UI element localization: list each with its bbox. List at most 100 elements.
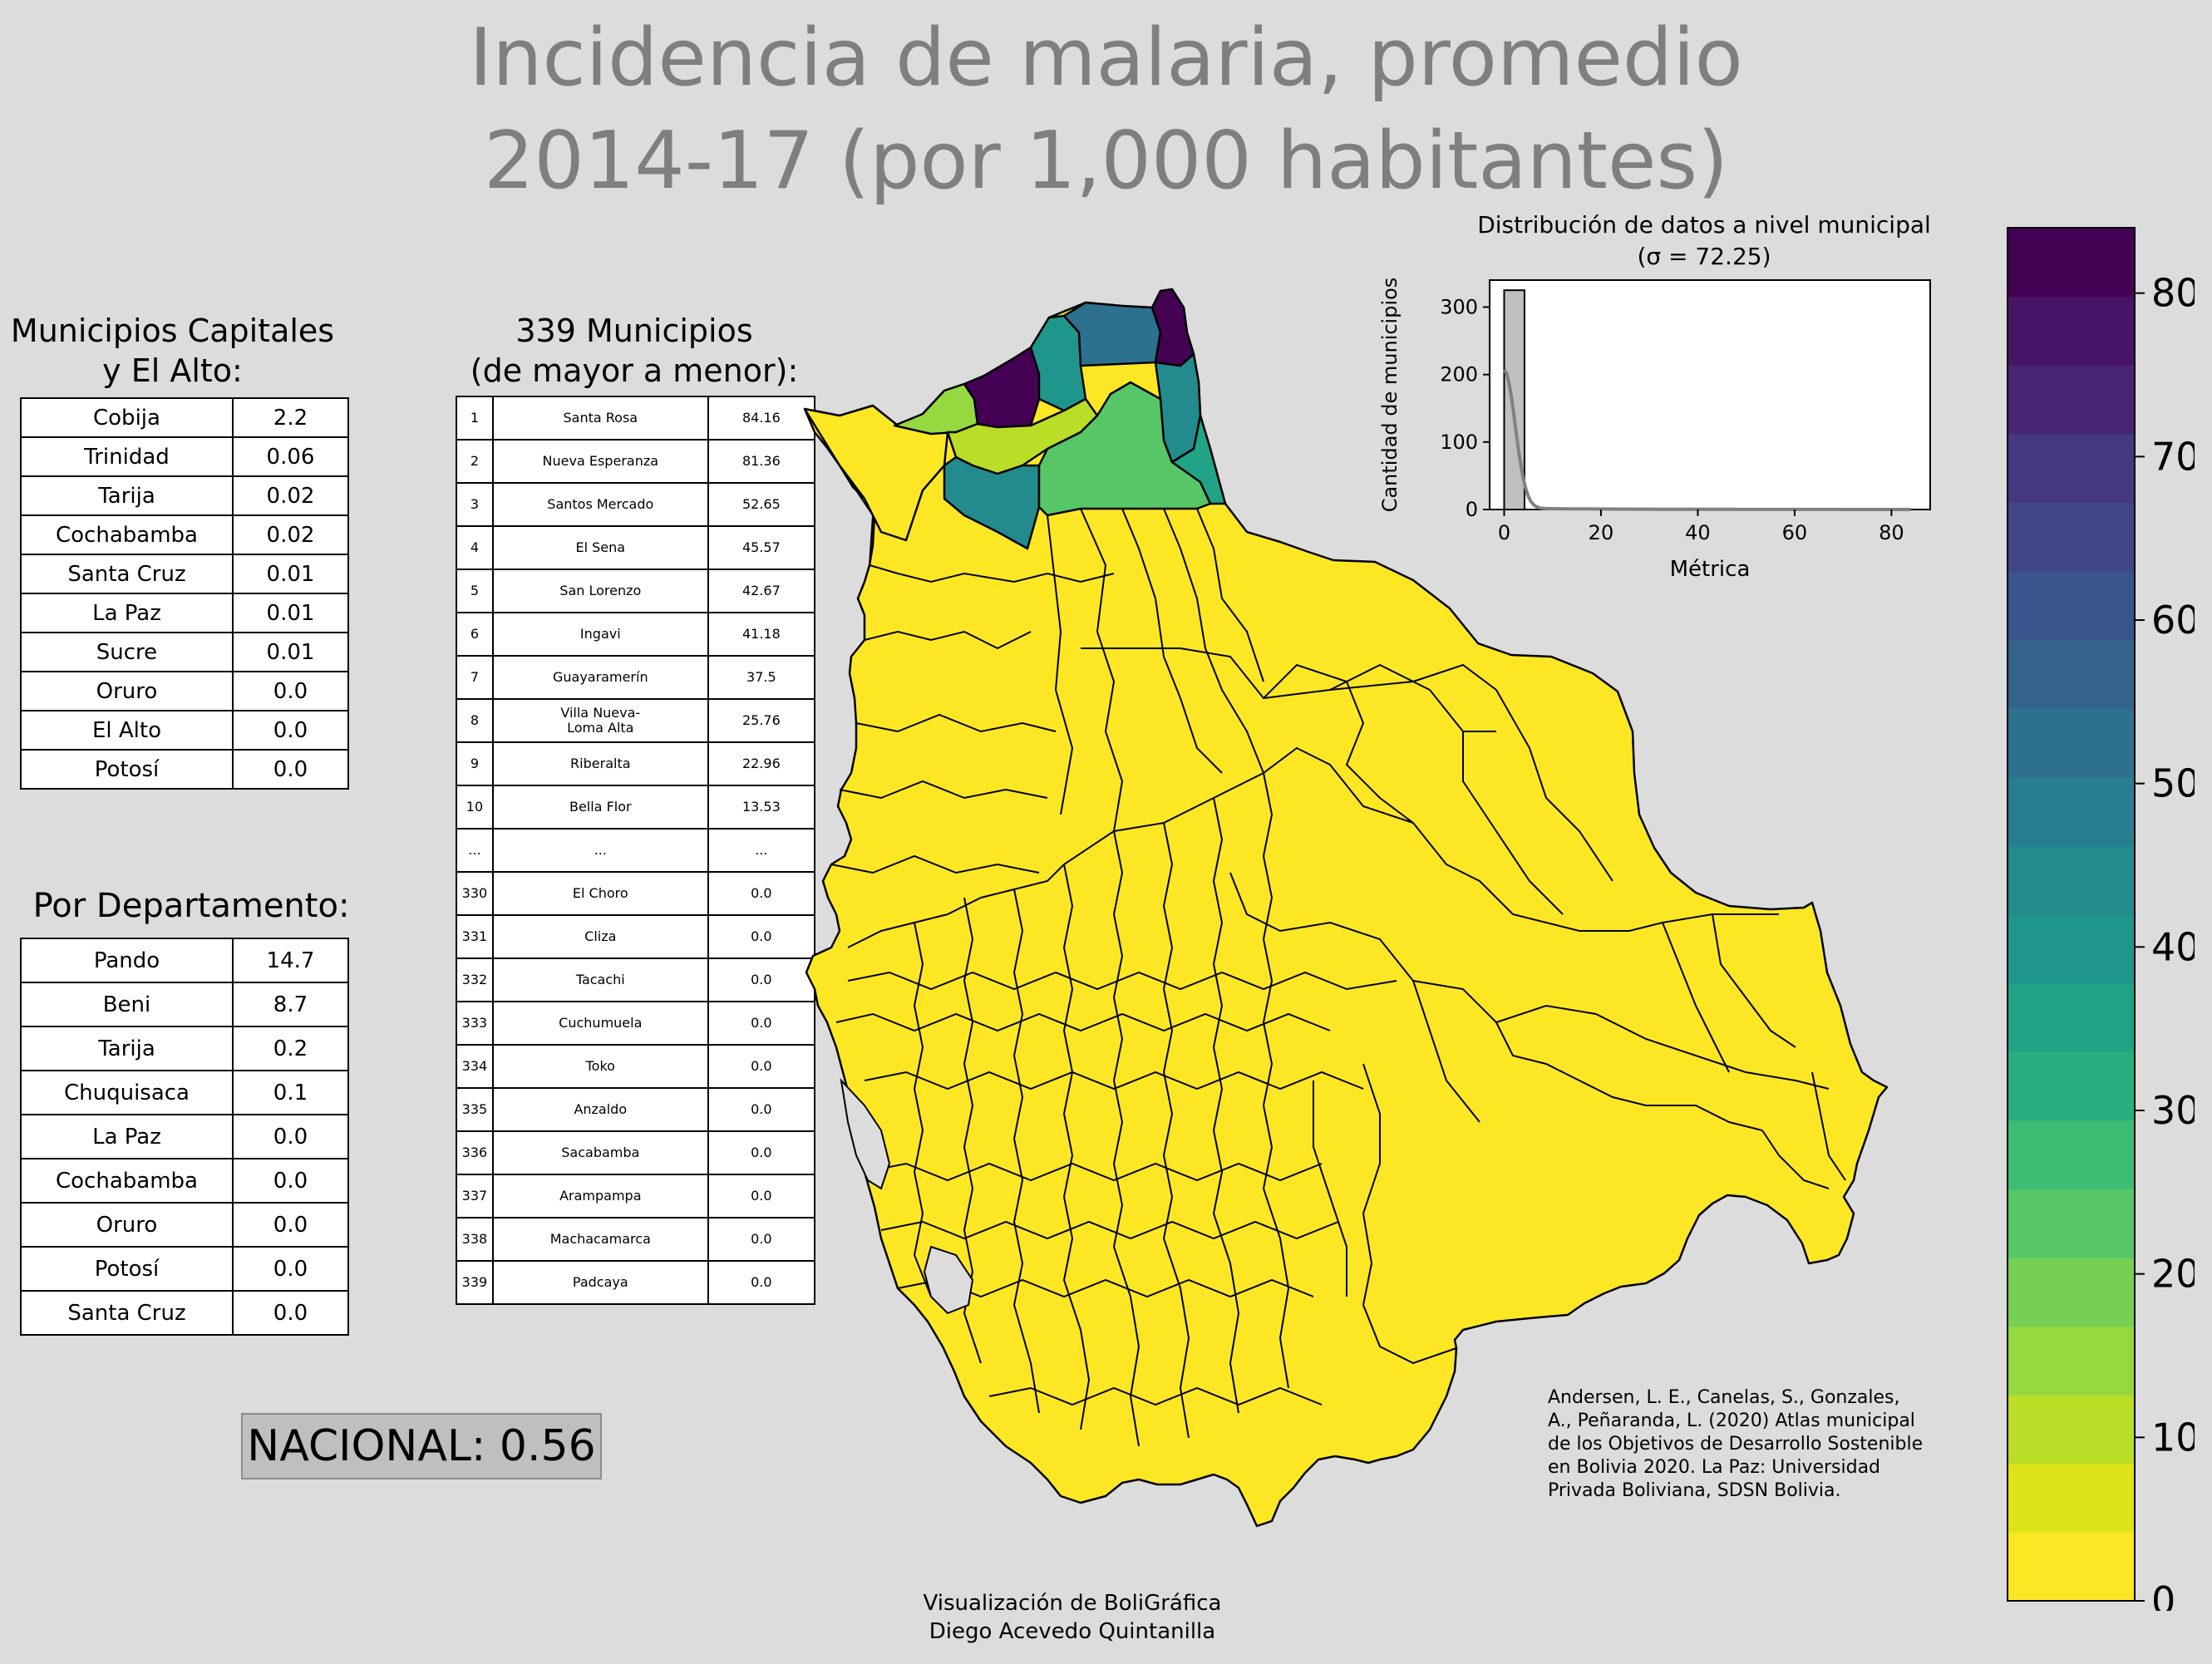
municipios-row-value: 41.18 (707, 612, 816, 657)
colorbar-tick-label: 10 (2151, 1415, 2195, 1460)
capitales-heading-line-2: y El Alto: (102, 352, 243, 389)
municipios-row-name: Riberalta (491, 741, 709, 786)
municipios-row-rank: 332 (456, 958, 494, 1002)
municipios-row-name: Sacabamba (491, 1130, 709, 1175)
municipios-row-rank: 6 (456, 612, 494, 657)
municipios-row-value: 52.65 (707, 482, 816, 527)
capitales-row-value: 0.01 (231, 554, 350, 594)
municipios-row-value: 37.5 (707, 655, 816, 700)
municipios-row: 332 Tacachi 0.0 (456, 958, 816, 1002)
credit-line-1: Visualización de BoliGráfica (923, 1591, 1222, 1616)
histogram-y-tick-label: 0 (1466, 498, 1478, 521)
departamentos-row-name: Pando (20, 938, 234, 983)
histogram-plot-area (1489, 279, 1931, 510)
capitales-row-name: La Paz (20, 593, 234, 633)
municipios-row-name: El Sena (491, 525, 709, 570)
histogram-y-ticks: 0 100 200 300 (1440, 295, 1490, 521)
municipios-row-value: 0.0 (707, 1044, 816, 1089)
municipios-row-value: 0.0 (707, 958, 816, 1002)
capitales-row: Cochabamba 0.02 (20, 514, 350, 555)
title-line-2: 2014-17 (por 1,000 habitantes) (483, 116, 1729, 207)
capitales-row-value: 0.0 (231, 671, 350, 711)
municipios-row-rank: 334 (456, 1044, 494, 1089)
municipios-row-rank: ... (456, 828, 494, 873)
departamentos-row-name: Tarija (20, 1026, 234, 1071)
histogram-x-tick-label: 20 (1589, 521, 1614, 544)
departamentos-row-value: 8.7 (231, 982, 350, 1027)
colorbar-frame (2007, 227, 2136, 1602)
municipios-heading: 339 Municipios (de mayor a menor): (456, 311, 813, 391)
departamentos-row-name: Oruro (20, 1202, 234, 1248)
municipios-row-rank: 338 (456, 1217, 494, 1262)
colorbar-tick-label: 50 (2151, 761, 2195, 806)
municipios-row: 333 Cuchumuela 0.0 (456, 1001, 816, 1046)
departamentos-table: Pando 14.7 Beni 8.7 Tarija 0.2 Chuquisaca 0.1 La… (20, 938, 350, 1336)
municipios-row-rank: 10 (456, 785, 494, 830)
departamentos-row-name: Chuquisaca (20, 1070, 234, 1115)
map-northern-municipios (803, 288, 1227, 550)
departamentos-row: Pando 14.7 (20, 938, 350, 983)
municipios-row: 9 Riberalta 22.96 (456, 741, 816, 786)
capitales-row-name: Cochabamba (20, 514, 234, 555)
municipios-row-rank: 8 (456, 698, 494, 743)
colorbar-tick-label: 80 (2151, 271, 2195, 316)
capitales-row-value: 2.2 (231, 397, 350, 438)
municipios-row-name: ... (491, 828, 709, 873)
histogram-xlabel: Métrica (1670, 557, 1751, 582)
municipios-row-rank: 336 (456, 1130, 494, 1175)
municipios-row-rank: 4 (456, 525, 494, 570)
municipios-row-value: 22.96 (707, 741, 816, 786)
municipios-row: 330 El Choro 0.0 (456, 871, 816, 916)
municipios-row-rank: 331 (456, 914, 494, 959)
lake-poopo (923, 1245, 974, 1315)
municipios-row-rank: 337 (456, 1174, 494, 1218)
colorbar-band (2008, 1120, 2135, 1189)
capitales-row-name: Tarija (20, 475, 234, 516)
municipios-row-value: 81.36 (707, 439, 816, 484)
municipios-row-value: 25.76 (707, 698, 816, 743)
histogram-x-tick-label: 60 (1782, 521, 1808, 544)
capitales-row-name: Sucre (20, 632, 234, 672)
histogram-title-line-2: (σ = 72.25) (1637, 243, 1771, 270)
municipios-row-name: Bella Flor (491, 785, 709, 830)
departamentos-row-value: 0.0 (231, 1158, 350, 1204)
municipios-row-value: 0.0 (707, 1087, 816, 1132)
colorbar-bands (2008, 228, 2135, 1602)
municipios-heading-line-1: 339 Municipios (515, 313, 753, 349)
colorbar-band (2008, 1258, 2135, 1327)
municipios-row: 6 Ingavi 41.18 (456, 612, 816, 657)
municipios-row-name: Tacachi (491, 958, 709, 1002)
colorbar-band (2008, 845, 2135, 915)
colorbar-band (2008, 982, 2135, 1052)
map-interior-boundaries (830, 465, 1846, 1447)
map-region-nueva-esperanza (1150, 288, 1195, 367)
histogram-x-tick-label: 40 (1685, 521, 1711, 544)
capitales-row-name: Oruro (20, 671, 234, 711)
departamentos-row-value: 0.2 (231, 1026, 350, 1071)
map-country-outline (803, 288, 1889, 1528)
colorbar-band (2008, 571, 2135, 641)
colorbar-band (2008, 1051, 2135, 1121)
municipios-row-rank: 330 (456, 871, 494, 916)
colorbar-band (2008, 1532, 2135, 1602)
capitales-row-value: 0.01 (231, 593, 350, 633)
citation: Andersen, L. E., Canelas, S., Gonzales, … (1548, 1386, 1963, 1503)
credit: Visualización de BoliGráfica Diego Aceve… (831, 1589, 1313, 1646)
colorbar-band (2008, 708, 2135, 778)
histogram-ylabel: Cantidad de municipios (1378, 278, 1402, 513)
histogram-title-line-1: Distribución de datos a nivel municipal (1477, 211, 1931, 239)
capitales-row: Sucre 0.01 (20, 632, 350, 672)
departamentos-row-value: 0.0 (231, 1290, 350, 1336)
colorbar-band (2008, 776, 2135, 846)
colorbar-band (2008, 1395, 2135, 1465)
capitales-row-name: Potosí (20, 749, 234, 790)
municipios-row-name: El Choro (491, 871, 709, 916)
departamentos-row: Santa Cruz 0.0 (20, 1290, 350, 1336)
municipios-row-rank: 3 (456, 482, 494, 527)
municipios-row-name: Santos Mercado (491, 482, 709, 527)
capitales-row-value: 0.06 (231, 436, 350, 477)
colorbar-band (2008, 639, 2135, 709)
municipios-table: 1 Santa Rosa 84.16 2 Nueva Esperanza 81.36 3 Sa… (456, 396, 816, 1305)
departamentos-row: Beni 8.7 (20, 982, 350, 1027)
municipios-row-rank: 5 (456, 569, 494, 613)
